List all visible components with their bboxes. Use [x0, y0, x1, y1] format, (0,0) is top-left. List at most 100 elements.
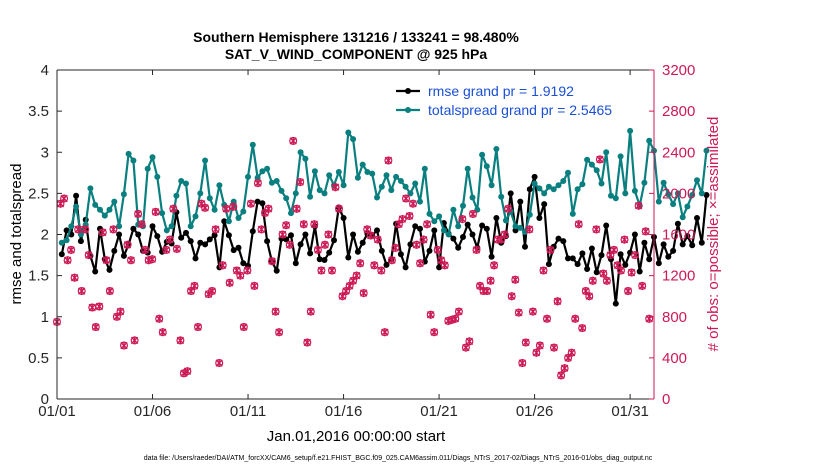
obs-assimilated-marker — [116, 307, 125, 316]
y2-tick-label: 400 — [662, 350, 687, 367]
obs-assimilated-marker — [384, 156, 393, 165]
rmse-point — [58, 251, 65, 258]
totalspread-point — [87, 185, 94, 192]
obs-assimilated-marker — [134, 209, 142, 218]
totalspread-point — [679, 214, 686, 221]
obs-assimilated-marker — [504, 204, 512, 213]
obs-assimilated-marker — [300, 220, 308, 229]
totalspread-point — [584, 156, 591, 163]
obs-assimilated-marker — [169, 204, 178, 213]
obs-assimilated-marker — [511, 275, 519, 284]
obs-assimilated-marker — [211, 225, 220, 234]
totalspread-point — [173, 192, 180, 199]
obs-assimilated-marker — [508, 292, 516, 301]
rmse-point — [302, 231, 309, 238]
totalspread-point — [531, 180, 538, 187]
rmse-point — [417, 225, 423, 232]
totalspread-point — [364, 169, 371, 175]
totalspread-point — [512, 223, 519, 230]
rmse-point — [617, 251, 624, 258]
rmse-point — [249, 228, 256, 235]
obs-assimilated-marker — [303, 338, 311, 347]
obs-assimilated-marker — [99, 228, 107, 237]
rmse-point — [273, 267, 280, 274]
rmse-point — [412, 223, 419, 230]
y2-tick-label: 1200 — [662, 268, 695, 285]
obs-assimilated-marker — [405, 211, 414, 220]
obs-assimilated-marker — [529, 307, 537, 316]
rmse-point — [135, 231, 142, 238]
rmse-point — [230, 247, 237, 254]
totalspread-point — [612, 195, 619, 202]
totalspread-point — [550, 186, 557, 193]
totalspread-point — [354, 174, 361, 181]
obs-assimilated-marker — [141, 245, 149, 254]
y-tick-label: 1 — [41, 309, 49, 326]
rmse-point — [407, 241, 414, 248]
totalspread-point — [197, 190, 204, 197]
y2-tick-label: 2400 — [662, 144, 695, 161]
obs-assimilated-marker — [70, 273, 79, 282]
totalspread-point — [316, 187, 323, 194]
y-tick-label: 0.5 — [28, 350, 49, 367]
totalspread-point — [183, 180, 189, 187]
totalspread-point — [321, 190, 328, 197]
obs-assimilated-marker — [585, 292, 593, 301]
totalspread-point — [63, 237, 70, 244]
rmse-point — [402, 264, 409, 271]
x-tick-label: 01/21 — [420, 403, 458, 420]
totalspread-point — [350, 136, 357, 143]
totalspread-point — [216, 182, 223, 189]
obs-assimilated-marker — [109, 225, 118, 234]
totalspread-point — [211, 206, 218, 213]
totalspread-point — [292, 190, 299, 197]
obs-assimilated-marker — [247, 199, 255, 208]
rmse-point — [488, 253, 495, 260]
obs-assimilated-marker — [402, 194, 410, 203]
obs-assimilated-marker — [377, 266, 386, 275]
obs-assimilated-marker — [148, 255, 156, 264]
rmse-point — [426, 247, 433, 254]
rmse-point — [574, 261, 581, 268]
totalspread-point — [383, 172, 390, 179]
rmse-point — [354, 248, 361, 255]
rmse-point — [593, 269, 600, 276]
obs-assimilated-marker — [610, 245, 618, 254]
rmse-point — [584, 266, 591, 272]
rmse-point — [694, 215, 700, 221]
rmse-point — [77, 238, 84, 245]
rmse-point — [622, 261, 629, 268]
obs-assimilated-marker — [620, 235, 629, 244]
totalspread-point — [178, 178, 185, 184]
rmse-point — [288, 232, 294, 239]
obs-assimilated-marker — [218, 261, 227, 270]
totalspread-series — [58, 127, 710, 246]
totalspread-point — [574, 186, 581, 193]
data-file-footnote: data file: /Users/raeder/DAI/ATM_forcXX/… — [144, 455, 653, 462]
totalspread-point — [431, 218, 438, 225]
rmse-point — [455, 244, 462, 251]
totalspread-point — [502, 217, 509, 224]
totalspread-point — [402, 183, 409, 190]
obs-assimilated-marker — [243, 266, 252, 275]
totalspread-point — [436, 213, 443, 220]
rmse-point — [545, 261, 552, 268]
totalspread-point — [345, 129, 352, 136]
obs-assimilated-marker — [627, 268, 636, 277]
rmse-point — [684, 233, 691, 240]
obs-assimilated-marker — [536, 341, 544, 350]
totalspread-point — [254, 174, 261, 181]
totalspread-point — [111, 198, 118, 205]
rmse-point — [526, 186, 533, 193]
obs-assimilated-marker — [201, 203, 209, 212]
obs-assimilated-marker — [335, 204, 343, 213]
x-tick-label: 01/26 — [516, 403, 554, 420]
y-tick-label: 3.5 — [28, 103, 49, 120]
rmse-point — [111, 247, 118, 254]
totalspread-point — [565, 169, 571, 176]
obs-assimilated-marker — [289, 136, 297, 145]
totalspread-point — [674, 190, 681, 197]
x-axis-label: Jan.01,2016 00:00:00 start — [267, 428, 446, 445]
